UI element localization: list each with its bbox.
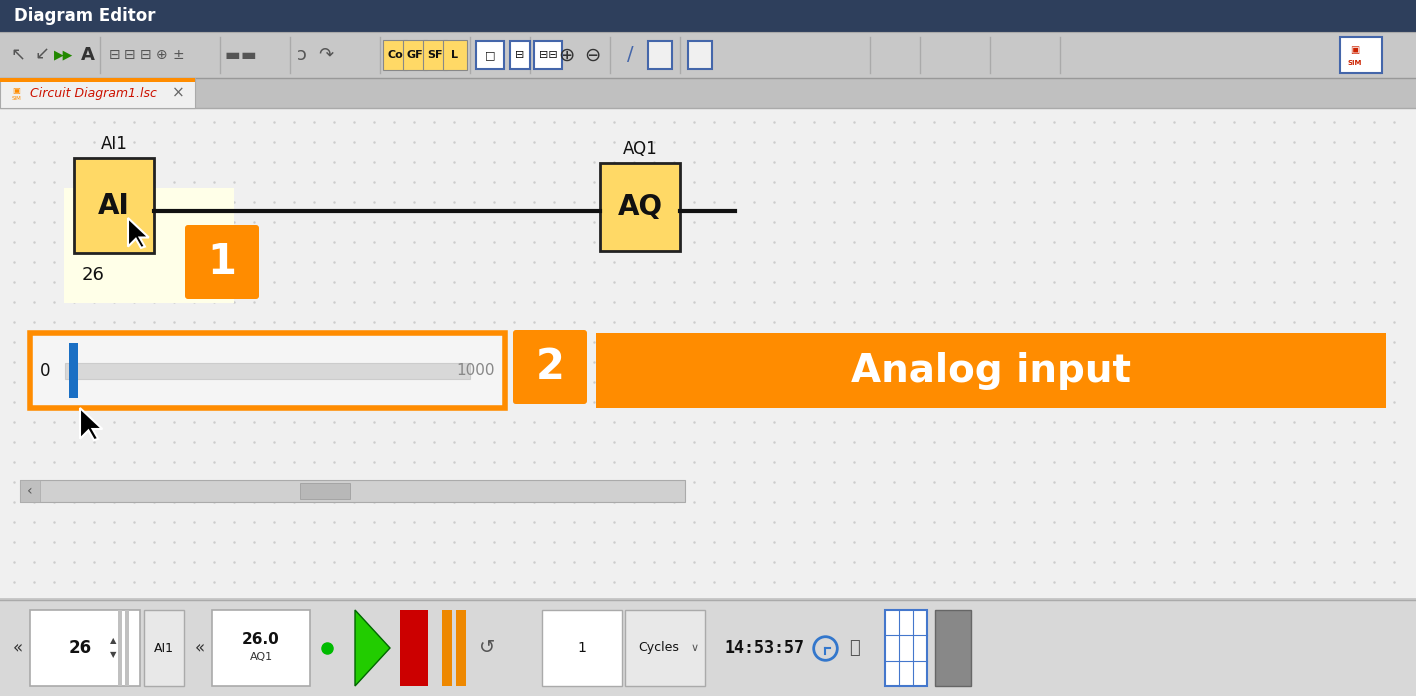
Bar (649, 41, 673, 69)
Bar (382, 40, 406, 70)
Text: AI1: AI1 (101, 135, 127, 153)
Text: ▬: ▬ (224, 46, 239, 64)
Bar (596, 333, 1386, 408)
Text: 1: 1 (578, 641, 586, 655)
Bar (30, 610, 140, 686)
Bar (144, 610, 184, 686)
Bar (399, 610, 428, 686)
Text: Diagram Editor: Diagram Editor (14, 7, 156, 25)
Bar (64, 188, 234, 303)
Polygon shape (79, 408, 102, 440)
Bar (69, 343, 78, 398)
Bar (534, 41, 562, 69)
Bar (456, 610, 466, 686)
Bar (0, 32, 1416, 78)
Text: AQ1: AQ1 (249, 652, 272, 662)
Text: AI1: AI1 (154, 642, 174, 654)
Text: ⊟: ⊟ (515, 50, 525, 60)
Bar (20, 480, 40, 502)
Text: ↷: ↷ (319, 46, 334, 64)
Bar (0, 78, 195, 108)
Text: 2: 2 (535, 346, 565, 388)
Text: ↖: ↖ (10, 46, 25, 64)
Text: 1000: 1000 (456, 363, 496, 378)
Text: Cycles: Cycles (639, 642, 680, 654)
Bar (0, 600, 1416, 696)
Text: Analog input: Analog input (851, 351, 1131, 390)
Text: AI: AI (98, 191, 130, 219)
Polygon shape (127, 218, 149, 248)
Text: Co: Co (387, 50, 404, 60)
Text: /: / (627, 45, 633, 65)
Bar (0, 78, 1416, 108)
Text: ±: ± (173, 48, 184, 62)
Bar (423, 40, 447, 70)
Text: SF: SF (428, 50, 443, 60)
Text: «: « (13, 639, 23, 657)
Bar (688, 41, 712, 69)
Text: ⊟: ⊟ (140, 48, 152, 62)
Text: L: L (452, 50, 459, 60)
Text: SIM: SIM (1348, 60, 1362, 66)
Text: 0: 0 (40, 361, 51, 379)
Text: 26.0: 26.0 (242, 633, 280, 647)
Bar (300, 483, 350, 499)
Text: ⊟⊟: ⊟⊟ (538, 50, 558, 60)
Text: ▬: ▬ (241, 46, 256, 64)
Text: 1: 1 (208, 241, 236, 283)
Text: ⊖: ⊖ (583, 45, 600, 65)
Bar (442, 610, 452, 686)
Bar (0, 78, 195, 82)
Bar (476, 41, 504, 69)
Bar (510, 41, 530, 69)
Text: ⛭: ⛭ (850, 639, 861, 657)
Text: ▣: ▣ (13, 86, 20, 95)
Bar (404, 40, 428, 70)
Text: ↙: ↙ (34, 46, 50, 64)
FancyBboxPatch shape (513, 330, 588, 404)
Text: AQ1: AQ1 (623, 140, 657, 158)
Bar (125, 610, 129, 686)
Bar (20, 480, 685, 502)
Text: 14:53:57: 14:53:57 (725, 639, 806, 657)
Text: ×: × (171, 86, 184, 100)
Text: ▣: ▣ (1351, 45, 1359, 55)
Text: GF: GF (406, 50, 423, 60)
Text: 26: 26 (82, 266, 105, 284)
Text: ⊕: ⊕ (558, 45, 573, 65)
Text: ↄ: ↄ (297, 46, 307, 64)
Bar (212, 610, 310, 686)
Text: ⊟: ⊟ (125, 48, 136, 62)
Text: ∨: ∨ (691, 643, 700, 653)
Text: ▼: ▼ (110, 651, 116, 660)
Bar (30, 333, 506, 408)
Bar (118, 610, 122, 686)
Bar (443, 40, 467, 70)
Bar (885, 610, 927, 686)
Text: 26: 26 (68, 639, 92, 657)
Bar (542, 610, 622, 686)
Text: ⊕: ⊕ (156, 48, 169, 62)
Bar (935, 610, 971, 686)
Text: □: □ (484, 50, 496, 60)
Text: SIM: SIM (11, 95, 21, 100)
Bar (0, 0, 1416, 32)
Text: Circuit Diagram1.lsc: Circuit Diagram1.lsc (30, 86, 157, 100)
Bar (600, 163, 680, 251)
Text: ↺: ↺ (479, 638, 496, 658)
Bar (74, 158, 154, 253)
Bar (624, 610, 705, 686)
Text: «: « (195, 639, 205, 657)
Polygon shape (355, 610, 389, 686)
Bar (1340, 37, 1382, 73)
Bar (0, 108, 1416, 598)
Text: AQ: AQ (617, 193, 663, 221)
FancyBboxPatch shape (185, 225, 259, 299)
Bar (65, 363, 470, 379)
Text: ▲: ▲ (110, 637, 116, 645)
Text: ‹: ‹ (27, 484, 33, 498)
Text: ⊟: ⊟ (109, 48, 120, 62)
Text: ▶▶: ▶▶ (54, 49, 74, 61)
Text: A: A (81, 46, 95, 64)
